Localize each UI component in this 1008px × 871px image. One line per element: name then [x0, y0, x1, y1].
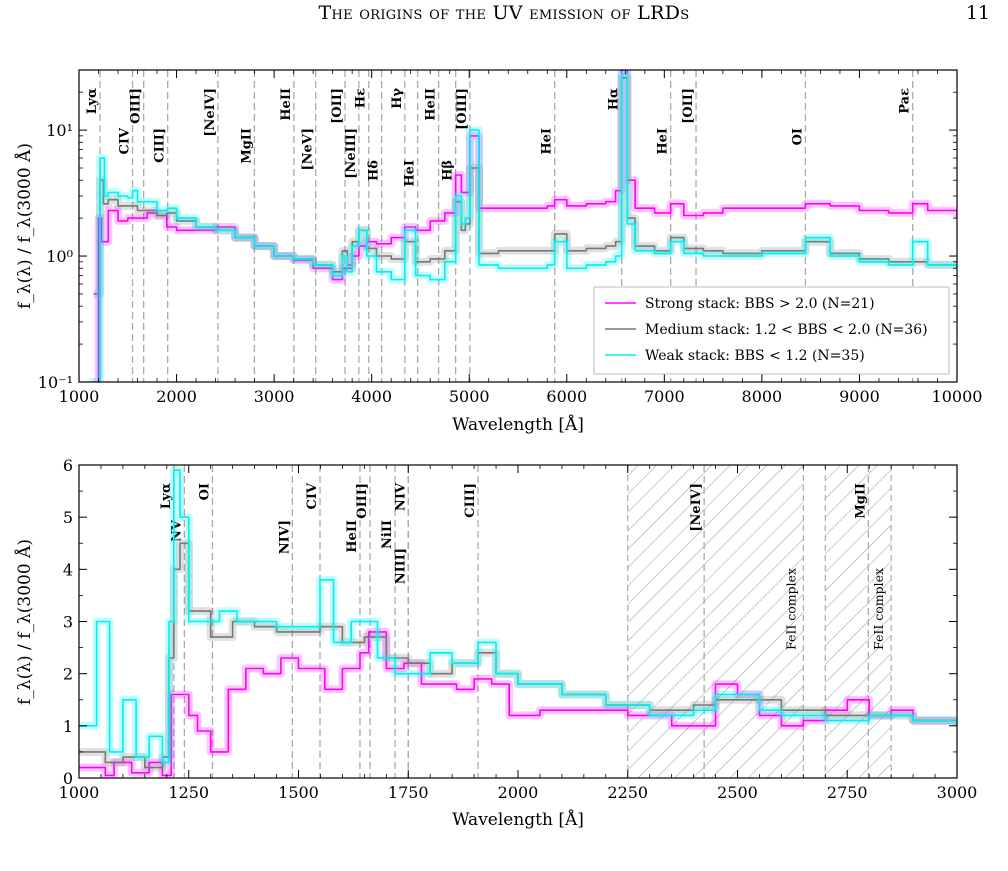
page-number: 11 — [965, 2, 990, 24]
line-label-oiii: [OIII] — [455, 88, 470, 130]
x-tick-label: 1500 — [278, 783, 319, 802]
line-label-nev: [NeV] — [301, 128, 316, 171]
x-tick-label: 1750 — [388, 783, 429, 802]
x-tick-label: 3000 — [254, 387, 295, 406]
line-label-hei: HeI — [403, 160, 418, 187]
line-label-pa: Paε — [898, 88, 913, 114]
y-tick-label: 2 — [63, 665, 73, 684]
legend-box — [593, 286, 950, 375]
feii-complex-label: FeII complex — [871, 568, 886, 650]
line-label-h: Hε — [354, 88, 369, 108]
feii-complex-label: FeII complex — [783, 568, 798, 650]
line-label-civ: CIV — [118, 127, 133, 154]
top-legend: Strong stack: BBS > 2.0 (N=21) Medium st… — [593, 286, 950, 375]
y-tick-label: 1 — [63, 717, 73, 736]
x-tick-label: 2250 — [607, 783, 648, 802]
top-plot-frame — [78, 69, 958, 383]
line-label-niv: NIV] — [277, 520, 292, 554]
x-tick-label: 1250 — [168, 783, 209, 802]
series-line-weak — [88, 73, 957, 382]
line-label-mgii: MgII — [239, 128, 254, 164]
line-label-hei: HeI — [540, 128, 555, 155]
line-label-h: Hγ — [390, 88, 405, 109]
line-label-h: Hα — [607, 88, 622, 110]
bottom-y-axis-label: f_λ(λ) / f_λ(3000 Å) — [14, 539, 35, 705]
line-label-neiii: [NeIII] — [344, 128, 359, 179]
line-label-neiv: [NeIV] — [689, 483, 704, 532]
y-tick-label: 0 — [63, 769, 73, 788]
top-spectra — [88, 70, 957, 382]
x-tick-label: 4000 — [351, 387, 392, 406]
x-tick-label: 7000 — [644, 387, 685, 406]
bottom-axis-ticks: 1000 1250 1500 1750 2000 2250 2500 2750 3000 0 1 2 3… — [59, 456, 978, 802]
bottom-spectra — [79, 466, 957, 778]
line-label-heii: HeII — [345, 520, 360, 553]
line-label-h: Hβ — [441, 160, 456, 181]
line-label-ciii: CIII] — [153, 128, 168, 163]
y-tick-label: 10¹ — [46, 121, 73, 140]
x-tick-label: 3000 — [937, 783, 978, 802]
feii-hatched-region — [627, 465, 804, 778]
line-label-oii: [OII] — [330, 88, 345, 124]
x-tick-label: 2000 — [156, 387, 197, 406]
line-label-ly: Lyα — [159, 483, 174, 509]
x-tick-label: 2750 — [827, 783, 868, 802]
x-tick-label: 1000 — [59, 387, 100, 406]
x-tick-label: 8000 — [742, 387, 783, 406]
line-label-ciii: CIII] — [463, 483, 478, 518]
y-tick-label: 3 — [63, 613, 73, 632]
series-line-strong — [79, 631, 957, 777]
line-label-oi: OI — [790, 128, 805, 145]
series-line-weak — [79, 469, 957, 764]
top-panel: Lyα CIV OIII] CIII] [NeIV] MgII HeII [NeV] [OII]… — [14, 69, 983, 435]
line-label-mgii: MgII — [853, 483, 868, 519]
series-line-medium — [93, 77, 957, 295]
line-label-niii: NiII — [380, 520, 395, 549]
series-line-strong — [93, 70, 957, 382]
x-tick-label: 5000 — [449, 387, 490, 406]
y-tick-label: 6 — [63, 456, 73, 475]
top-y-axis-label: f_λ(λ) / f_λ(3000 Å) — [14, 143, 35, 309]
top-x-axis-label: Wavelength [Å] — [452, 414, 584, 435]
legend-label-weak: Weak stack: BBS < 1.2 (N=35) — [645, 348, 865, 364]
line-label-civ: CIV — [305, 482, 320, 509]
line-label-heii: HeII — [279, 88, 294, 121]
x-tick-label: 9000 — [839, 387, 880, 406]
legend-label-strong: Strong stack: BBS > 2.0 (N=21) — [645, 296, 875, 312]
x-tick-label: 2500 — [717, 783, 758, 802]
y-tick-label: 10⁻¹ — [38, 373, 73, 392]
line-label-niv: NIV — [393, 482, 408, 511]
y-tick-label: 4 — [63, 560, 73, 579]
bottom-panel: FeII complex FeII complex LyαNVOINIV]CIVH… — [14, 456, 977, 830]
line-label-hei: HeI — [656, 128, 671, 155]
series-band-medium — [93, 73, 957, 298]
line-label-oiii: OIII] — [355, 483, 370, 519]
top-axis-ticks: 1000 2000 3000 4000 5000 6000 7000 8000 9000 1000… — [38, 69, 983, 406]
line-label-oi: OI — [197, 483, 212, 500]
y-tick-label: 5 — [63, 508, 73, 527]
line-label-oiii: OIII] — [129, 88, 144, 124]
line-label-heii: HeII — [424, 88, 439, 121]
legend-label-medium: Medium stack: 1.2 < BBS < 2.0 (N=36) — [645, 322, 928, 338]
line-label-h: Hδ — [367, 160, 382, 181]
x-tick-label: 1000 — [59, 783, 100, 802]
line-label-ly: Lyα — [85, 88, 100, 114]
x-tick-label: 2000 — [498, 783, 539, 802]
line-label-neiv: [NeIV] — [203, 88, 218, 137]
x-tick-label: 10000 — [932, 387, 983, 406]
bottom-x-axis-label: Wavelength [Å] — [452, 809, 584, 830]
y-tick-label: 10⁰ — [46, 247, 73, 266]
bottom-emission-line-markers: LyαNVOINIV]CIVHeIIOIII]NiIINIVNIII]CIII]… — [159, 465, 869, 778]
bottom-feii-regions: FeII complex FeII complex — [627, 465, 892, 778]
x-tick-label: 6000 — [546, 387, 587, 406]
page-header-title: The origins of the UV emission of LRDs — [318, 2, 690, 24]
line-label-oii: [OII] — [681, 88, 696, 124]
line-label-niii: NIII] — [393, 548, 408, 584]
feii-hatched-region — [825, 465, 892, 778]
